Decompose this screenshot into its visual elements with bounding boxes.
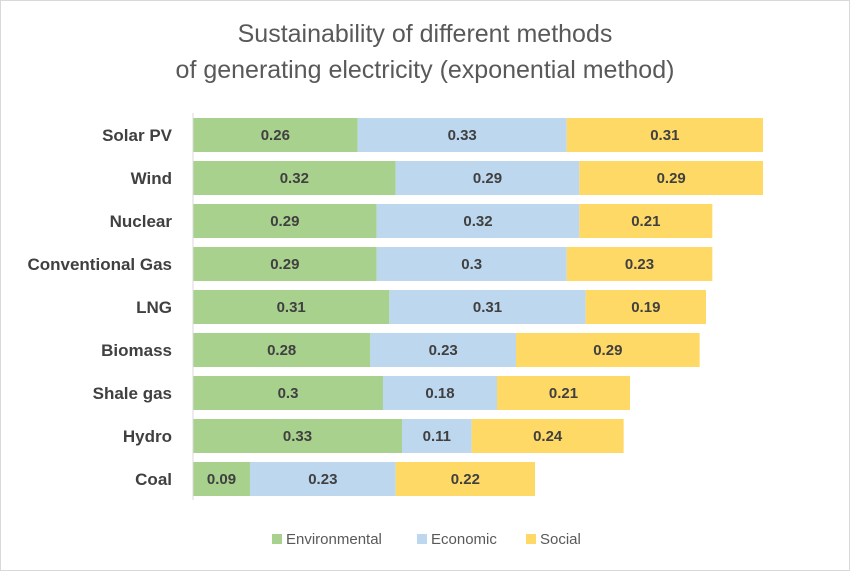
data-label: 0.26 bbox=[261, 127, 290, 144]
bar-segment-economic bbox=[376, 247, 567, 281]
data-label: 0.33 bbox=[283, 428, 312, 445]
bar-segment-social bbox=[579, 204, 713, 238]
category-label: Wind bbox=[131, 169, 172, 188]
bar-segment-social bbox=[566, 247, 713, 281]
data-label: 0.22 bbox=[451, 471, 480, 488]
bar-segment-environmental bbox=[193, 290, 390, 324]
bar-segment-social bbox=[579, 161, 763, 195]
bar-segment-economic bbox=[402, 419, 472, 453]
bar-segment-environmental bbox=[193, 247, 377, 281]
bar-segment-social bbox=[566, 118, 763, 152]
data-label: 0.23 bbox=[625, 256, 654, 273]
legend-swatch-social bbox=[526, 534, 536, 544]
data-label: 0.29 bbox=[473, 170, 502, 187]
data-label: 0.23 bbox=[308, 471, 337, 488]
data-label: 0.18 bbox=[425, 385, 454, 402]
chart-title-line-2: of generating electricity (exponential m… bbox=[175, 56, 675, 84]
category-label: Solar PV bbox=[102, 126, 173, 145]
bar-segment-economic bbox=[395, 161, 580, 195]
data-label: 0.31 bbox=[277, 299, 306, 316]
data-label: 0.28 bbox=[267, 342, 296, 359]
data-label: 0.31 bbox=[473, 299, 502, 316]
data-label: 0.31 bbox=[650, 127, 679, 144]
data-label: 0.32 bbox=[280, 170, 309, 187]
bar-segment-economic bbox=[357, 118, 567, 152]
legend-label: Social bbox=[540, 531, 581, 548]
bar-segment-environmental bbox=[193, 462, 250, 496]
bar-segment-social bbox=[497, 376, 630, 410]
data-label: 0.24 bbox=[533, 428, 563, 445]
category-label: LNG bbox=[136, 298, 172, 317]
data-label: 0.09 bbox=[207, 471, 236, 488]
bar-segment-economic bbox=[250, 462, 396, 496]
chart-title-line-1: Sustainability of different methods bbox=[237, 20, 613, 48]
category-label: Biomass bbox=[101, 341, 172, 360]
bar-segment-environmental bbox=[193, 376, 383, 410]
category-label: Coal bbox=[135, 470, 172, 489]
bar-segment-environmental bbox=[193, 333, 371, 367]
data-label: 0.29 bbox=[657, 170, 686, 187]
bar-segment-social bbox=[516, 333, 700, 367]
data-label: 0.29 bbox=[270, 213, 299, 230]
bar-segment-environmental bbox=[193, 419, 402, 453]
data-label: 0.29 bbox=[593, 342, 622, 359]
legend-swatch-environmental bbox=[272, 534, 282, 544]
bar-segment-environmental bbox=[193, 118, 358, 152]
data-label: 0.3 bbox=[278, 385, 299, 402]
bar-segment-economic bbox=[383, 376, 497, 410]
data-label: 0.21 bbox=[549, 385, 578, 402]
data-label: 0.11 bbox=[423, 428, 451, 445]
legend-label: Environmental bbox=[286, 531, 382, 548]
bar-segment-social bbox=[395, 462, 535, 496]
category-label: Conventional Gas bbox=[27, 255, 172, 274]
data-label: 0.29 bbox=[270, 256, 299, 273]
data-label: 0.32 bbox=[463, 213, 492, 230]
legend-swatch-economic bbox=[417, 534, 427, 544]
legend-label: Economic bbox=[431, 531, 497, 548]
bar-segment-environmental bbox=[193, 161, 396, 195]
bar-segment-economic bbox=[376, 204, 580, 238]
data-label: 0.3 bbox=[461, 256, 482, 273]
category-label: Hydro bbox=[123, 427, 172, 446]
category-label: Shale gas bbox=[93, 384, 172, 403]
data-label: 0.33 bbox=[448, 127, 477, 144]
bar-segment-economic bbox=[389, 290, 586, 324]
category-label: Nuclear bbox=[110, 212, 173, 231]
data-label: 0.21 bbox=[631, 213, 660, 230]
bar-segment-economic bbox=[370, 333, 516, 367]
bar-segment-social bbox=[585, 290, 706, 324]
data-label: 0.23 bbox=[429, 342, 458, 359]
bar-segment-environmental bbox=[193, 204, 377, 238]
bar-segment-social bbox=[471, 419, 624, 453]
data-label: 0.19 bbox=[631, 299, 660, 316]
